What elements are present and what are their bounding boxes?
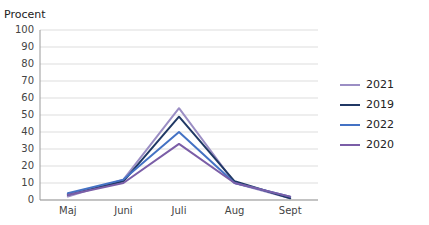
legend-swatch: [340, 124, 360, 126]
grid-line: [40, 183, 318, 184]
grid-line: [40, 166, 318, 167]
legend-label: 2019: [366, 98, 394, 111]
chart-svg: 0 10 20 30 40 50 60 70 80 90 100 Maj Juni Juli Aug Sept…: [0, 0, 429, 225]
y-tick-label: 70: [21, 75, 34, 86]
y-axis-label: Procent: [4, 8, 46, 21]
grid-line: [40, 47, 318, 48]
lines: [68, 108, 290, 198]
legend: 2021 2019 2022 2020: [340, 78, 394, 151]
series-line: [68, 108, 290, 198]
y-tick-label: 90: [21, 41, 34, 52]
series-line: [68, 144, 290, 197]
legend-swatch: [340, 144, 360, 146]
x-axis-line: [40, 200, 318, 201]
x-tick-label: Juli: [171, 205, 187, 216]
legend-label: 2020: [366, 138, 394, 151]
x-tick-label: Aug: [225, 205, 245, 216]
grid: [40, 30, 318, 200]
x-tick-label: Juni: [113, 205, 132, 216]
grid-line: [40, 98, 318, 99]
series-line: [68, 117, 290, 199]
grid-line: [40, 115, 318, 116]
x-tick-label: Maj: [59, 205, 77, 216]
y-tick-label: 30: [21, 143, 34, 154]
y-tick-label: 50: [21, 109, 34, 120]
y-tick-label: 10: [21, 177, 34, 188]
series-line: [68, 132, 290, 197]
x-ticks: Maj Juni Juli Aug Sept: [59, 205, 302, 216]
y-tick-label: 60: [21, 92, 34, 103]
chart-container: 0 10 20 30 40 50 60 70 80 90 100 Maj Juni Juli Aug Sept…: [0, 0, 429, 225]
legend-label: 2022: [366, 118, 394, 131]
y-ticks: 0 10 20 30 40 50 60 70 80 90 100: [15, 24, 34, 205]
legend-swatch: [340, 84, 360, 86]
grid-line: [40, 64, 318, 65]
legend-label: 2021: [366, 78, 394, 91]
y-tick-label: 20: [21, 160, 34, 171]
grid-line: [40, 81, 318, 82]
grid-line: [40, 149, 318, 150]
x-tick-label: Sept: [279, 205, 302, 216]
grid-line: [40, 200, 318, 201]
y-tick-label: 0: [28, 194, 34, 205]
grid-line: [40, 30, 318, 31]
y-axis-line: [40, 30, 41, 200]
y-tick-label: 80: [21, 58, 34, 69]
y-tick-label: 40: [21, 126, 34, 137]
legend-swatch: [340, 104, 360, 106]
y-tick-label: 100: [15, 24, 34, 35]
